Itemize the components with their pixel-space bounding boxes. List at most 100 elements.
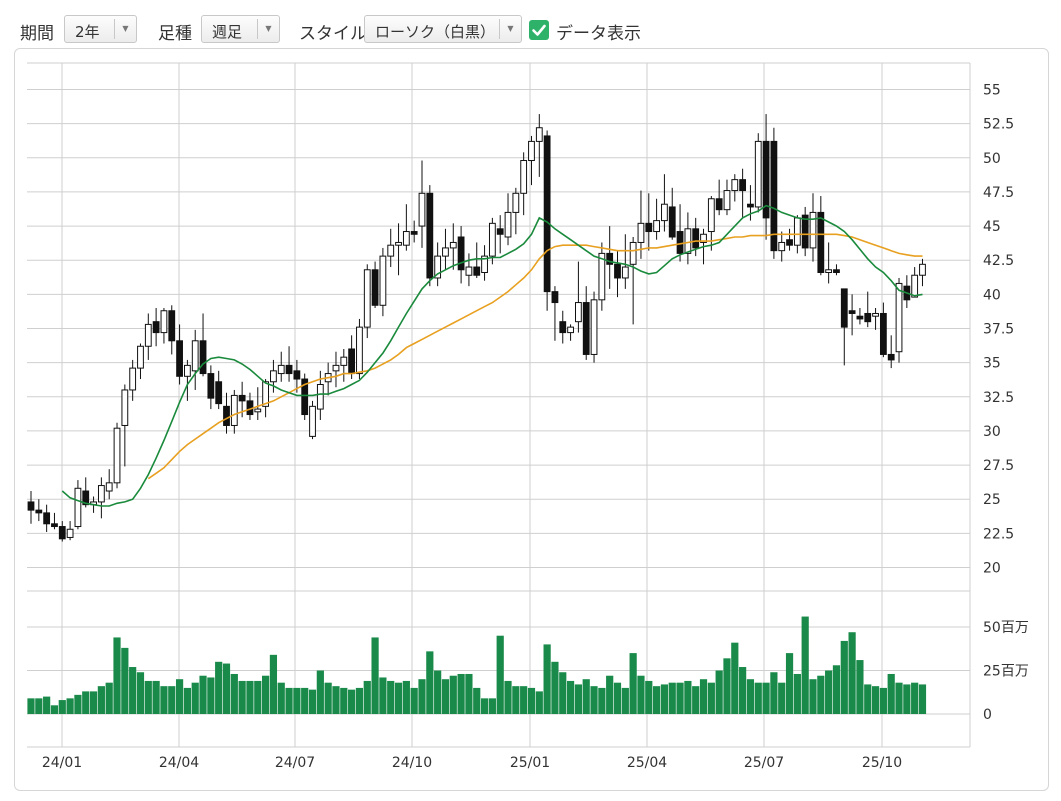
candle-up	[754, 140, 762, 208]
candle-down	[58, 526, 66, 540]
volume-bar	[316, 670, 324, 714]
volume-bar	[918, 684, 927, 714]
volume-bar	[50, 705, 59, 714]
candle-up	[504, 211, 512, 238]
volume-bar	[762, 682, 770, 714]
candle-down	[199, 340, 207, 375]
volume-bar	[527, 687, 536, 714]
candle-down	[371, 269, 379, 306]
candle-up	[731, 179, 739, 192]
volume-bar	[74, 694, 82, 714]
candle-down	[207, 373, 215, 399]
date-tick-label: 25/07	[744, 755, 784, 771]
volume-bar	[168, 686, 176, 714]
candle-up	[129, 367, 137, 391]
volume-bar	[903, 684, 911, 714]
volume-bar	[394, 682, 403, 714]
volume-bar	[770, 672, 778, 714]
candle-up	[262, 381, 269, 407]
period-select[interactable]: 2年 ▼	[64, 15, 137, 43]
volume-bar	[598, 687, 606, 714]
candle-down	[293, 370, 301, 380]
chevron-down-icon: ▼	[114, 19, 136, 39]
candle-up	[449, 241, 457, 249]
volume-bar	[441, 679, 450, 714]
volume-bar	[887, 673, 895, 714]
volume-bar	[543, 644, 551, 714]
volume-bar	[66, 698, 74, 714]
show-data-label[interactable]: データ表示	[556, 24, 641, 44]
period-select-value: 2年	[75, 23, 100, 41]
candle-down	[27, 501, 35, 511]
date-tick-label: 24/04	[159, 755, 199, 771]
date-tick-label: 24/01	[42, 755, 82, 771]
volume-bar	[606, 675, 614, 714]
candle-down	[747, 203, 754, 208]
style-select[interactable]: ローソク（白黒） ▼	[364, 15, 522, 43]
volume-bar	[707, 682, 715, 714]
price-axis-labels: 20 22.5 25 27.5 30 32.5 35 37.5 40 42.5 45 47.5 50 52…	[983, 83, 1014, 577]
candle-down	[223, 405, 230, 426]
volume-bar	[613, 682, 622, 714]
candle-down	[739, 179, 747, 192]
volume-bar	[496, 635, 504, 714]
candle-down	[840, 288, 848, 328]
volume-bar	[817, 675, 825, 714]
volume-bar	[832, 665, 841, 714]
candle-up	[316, 383, 324, 410]
volume-bar	[97, 686, 105, 714]
candle-up	[442, 247, 449, 257]
volume-bar	[715, 670, 723, 714]
volume-bar	[387, 680, 395, 714]
price-tick-label: 37.5	[983, 322, 1014, 338]
volume-bar	[308, 689, 317, 714]
volume-bar	[215, 661, 223, 714]
period-label: 期間	[20, 24, 54, 44]
volume-bar	[238, 680, 246, 714]
volume-bar	[418, 679, 426, 714]
volume-bar	[230, 673, 238, 714]
candle-up	[387, 244, 395, 257]
volume-bar	[293, 687, 301, 714]
candle-down	[43, 512, 51, 525]
candle-down	[770, 140, 778, 252]
checkmark-icon	[532, 24, 546, 36]
volume-bar	[692, 686, 700, 714]
candle-up	[97, 485, 105, 503]
volume-bar	[160, 686, 168, 714]
volume-bar	[559, 672, 567, 714]
candle-up	[356, 326, 363, 375]
volume-bar	[731, 642, 739, 714]
stock-chart[interactable]: 20 22.5 25 27.5 30 32.5 35 37.5 40 42.5 45 47.5 50 52…	[15, 49, 1048, 790]
candle-up	[254, 408, 262, 413]
show-data-checkbox[interactable]	[529, 20, 549, 40]
volume-bar	[473, 687, 481, 714]
candle-down	[645, 222, 653, 233]
candle-down	[426, 192, 434, 279]
candle-down	[301, 378, 309, 416]
candle-up	[434, 255, 442, 279]
price-tick-label: 27.5	[983, 458, 1014, 474]
volume-bar	[449, 675, 457, 714]
interval-select[interactable]: 週足 ▼	[201, 15, 280, 43]
volume-bar	[621, 687, 629, 714]
volume-bar	[332, 686, 340, 714]
volume-bar	[426, 651, 434, 714]
volume-bar	[879, 687, 887, 714]
price-tick-label: 25	[983, 492, 1001, 508]
volume-bar	[739, 667, 747, 714]
volume-bar	[379, 677, 387, 714]
price-tick-label: 30	[983, 424, 1001, 440]
candle-up	[74, 487, 82, 528]
candle-down	[238, 394, 246, 402]
price-tick-label: 52.5	[983, 117, 1014, 133]
candle-up	[535, 127, 543, 142]
candle-down	[496, 228, 504, 235]
candle-down	[817, 211, 825, 274]
price-tick-label: 35	[983, 356, 1001, 372]
volume-bar	[285, 687, 293, 714]
volume-bar	[809, 679, 817, 714]
volume-bar	[645, 680, 653, 714]
volume-bar	[89, 691, 98, 714]
candle-up	[395, 241, 402, 246]
